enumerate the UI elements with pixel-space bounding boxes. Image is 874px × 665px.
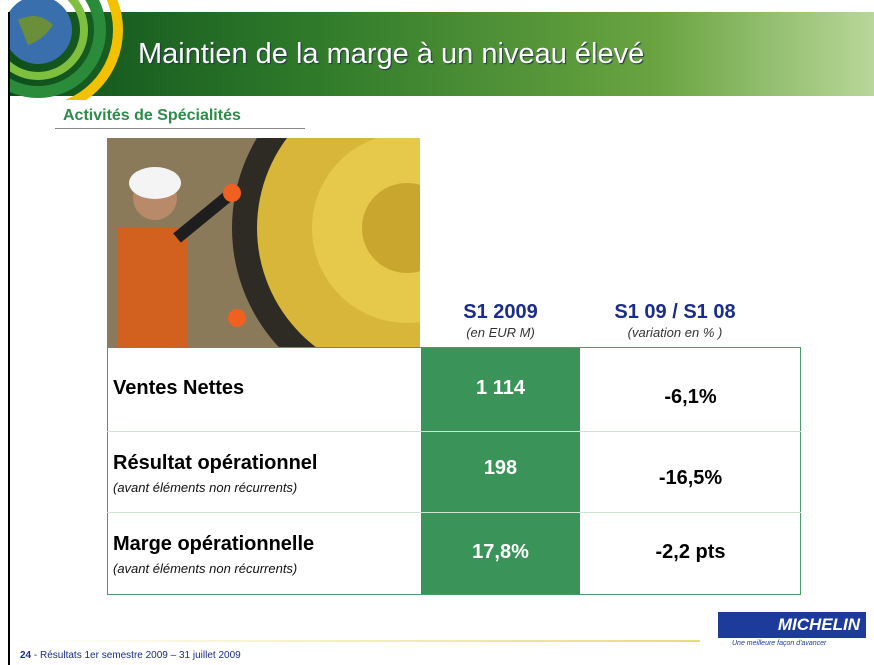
footer-text: - Résultats 1er semestre 2009 – 31 juill…	[33, 650, 241, 661]
left-rule	[8, 12, 10, 665]
row-variation: -16,5%	[658, 467, 723, 489]
row-label: Marge opérationnelle	[113, 533, 315, 555]
row-note: (avant éléments non récurrents)	[113, 480, 298, 495]
row-variation: -2,2 pts	[655, 541, 726, 563]
footer: 24 - Résultats 1er semestre 2009 – 31 ju…	[20, 650, 241, 661]
row-label: Ventes Nettes	[113, 377, 245, 399]
footer-rule	[20, 640, 700, 642]
brand-logo: MICHELIN	[718, 612, 866, 638]
table-frame	[107, 347, 801, 595]
row-label: Résultat opérationnel	[113, 452, 318, 474]
row-divider	[107, 512, 801, 513]
row-divider	[107, 431, 801, 432]
column-header: S1 09 / S1 08	[614, 301, 736, 323]
row-value: 17,8%	[472, 541, 529, 563]
column-header: S1 2009	[463, 301, 538, 323]
brand-tagline: Une meilleure façon d'avancer	[732, 640, 827, 647]
row-value: 198	[483, 457, 518, 479]
column-subheader: (en EUR M)	[466, 325, 535, 340]
highlight-column	[421, 347, 580, 595]
slide-title: Maintien de la marge à un niveau élevé	[138, 38, 645, 70]
header-band	[8, 12, 874, 96]
column-subheader: (variation en % )	[627, 325, 723, 340]
row-variation: -6,1%	[664, 386, 717, 408]
row-note: (avant éléments non récurrents)	[113, 561, 298, 576]
row-value: 1 114	[476, 377, 525, 399]
subtitle-rule	[55, 128, 305, 129]
photo	[107, 138, 420, 347]
globe-logo	[8, 0, 123, 100]
page-number: 24	[20, 650, 32, 661]
section-subtitle: Activités de Spécialités	[63, 107, 241, 124]
